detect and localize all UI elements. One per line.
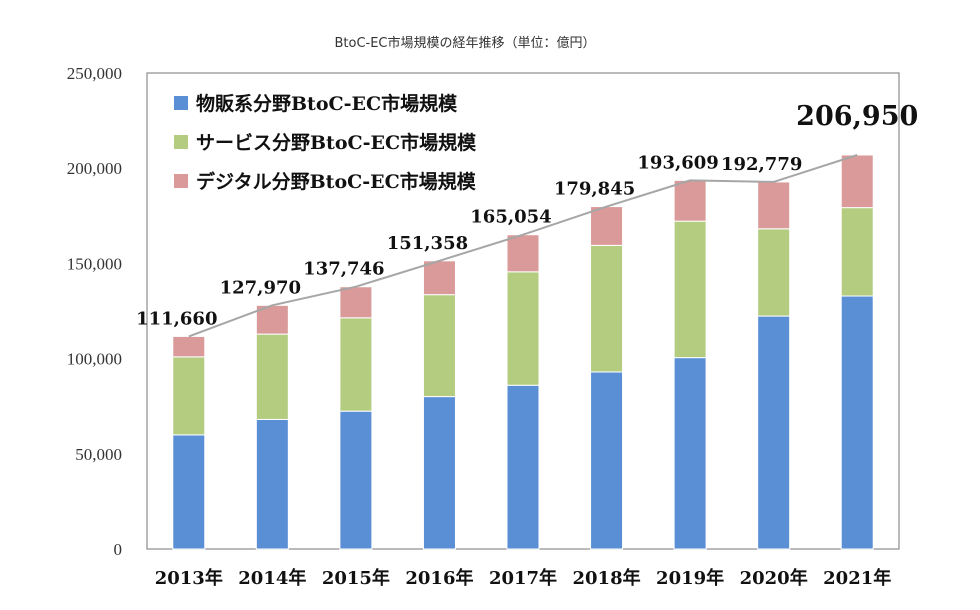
- bar-segment-series-1: [255, 418, 289, 550]
- total-data-label: 127,970: [220, 277, 301, 298]
- x-tick-label: 2019年: [656, 567, 724, 589]
- bar-segment-series-1: [840, 295, 874, 550]
- y-tick-label: 250,000: [67, 64, 122, 83]
- x-tick-label: 2014年: [238, 567, 306, 589]
- bars: [172, 154, 874, 550]
- bar-segment-series-1: [172, 434, 206, 550]
- bar-segment-series-2: [506, 271, 540, 386]
- x-tick-label: 2016年: [405, 567, 473, 589]
- bar-segment-series-2: [339, 317, 373, 412]
- bar-segment-series-2: [172, 356, 206, 436]
- y-tick-label: 150,000: [67, 254, 122, 273]
- total-data-label: 111,660: [136, 308, 217, 329]
- bar-segment-series-2: [422, 294, 456, 398]
- y-tick-label: 50,000: [75, 445, 122, 464]
- x-axis: 2013年 2014年 2015年 2016年 2017年 2018年 2019年 2020年…: [155, 567, 892, 589]
- y-tick-label: 0: [114, 540, 123, 559]
- total-data-label: 137,746: [303, 259, 384, 280]
- bar-segment-series-3: [757, 181, 791, 230]
- legend-label: デジタル分野BtoC-EC市場規模: [196, 170, 477, 193]
- bar-segment-series-2: [590, 244, 624, 373]
- chart-title: BtoC-EC市場規模の経年推移（単位：億円）: [334, 35, 595, 51]
- legend-label: 物販系分野BtoC-EC市場規模: [196, 92, 458, 115]
- total-data-label: 165,054: [470, 207, 551, 228]
- bar-segment-series-3: [840, 154, 874, 209]
- bar-segment-series-3: [590, 206, 624, 246]
- total-data-label: 151,358: [387, 233, 468, 254]
- x-tick-label: 2017年: [489, 567, 557, 589]
- total-data-label: 206,950: [796, 101, 918, 132]
- bar-segment-series-1: [673, 357, 707, 550]
- x-tick-label: 2018年: [573, 567, 641, 589]
- total-labels: 111,660127,970137,746151,358165,054179,8…: [136, 101, 918, 329]
- total-data-label: 179,845: [554, 179, 635, 200]
- total-data-label: 193,609: [637, 152, 718, 173]
- bar-segment-series-1: [422, 396, 456, 550]
- y-tick-label: 100,000: [67, 350, 122, 369]
- legend-label: サービス分野BtoC-EC市場規模: [196, 131, 477, 154]
- total-series-line: [188, 154, 858, 338]
- legend-swatch: [174, 135, 188, 149]
- bar-segment-series-3: [422, 260, 456, 296]
- bar-segment-series-1: [506, 384, 540, 550]
- bar-segment-series-1: [757, 315, 791, 550]
- bar-segment-series-3: [172, 335, 206, 358]
- y-axis: 0 50,000 100,000 150,000 200,000 250,000: [67, 64, 122, 559]
- bar-segment-series-2: [255, 333, 289, 420]
- legend: 物販系分野BtoC-EC市場規模サービス分野BtoC-EC市場規模デジタル分野B…: [174, 92, 477, 193]
- legend-swatch: [174, 174, 188, 188]
- bar-segment-series-3: [673, 179, 707, 222]
- bar-segment-series-1: [590, 371, 624, 550]
- x-tick-label: 2015年: [322, 567, 390, 589]
- x-tick-label: 2013年: [155, 567, 223, 589]
- total-line: [188, 154, 858, 338]
- bar-segment-series-3: [506, 234, 540, 273]
- bar-segment-series-2: [840, 207, 874, 297]
- bar-segment-series-3: [339, 286, 373, 319]
- bar-segment-series-2: [757, 228, 791, 317]
- total-data-label: 192,779: [721, 154, 802, 175]
- legend-swatch: [174, 96, 188, 110]
- x-tick-label: 2021年: [823, 567, 891, 589]
- x-tick-label: 2020年: [740, 567, 808, 589]
- bar-segment-series-1: [339, 410, 373, 550]
- bar-segment-series-2: [673, 220, 707, 359]
- y-tick-label: 200,000: [67, 159, 122, 178]
